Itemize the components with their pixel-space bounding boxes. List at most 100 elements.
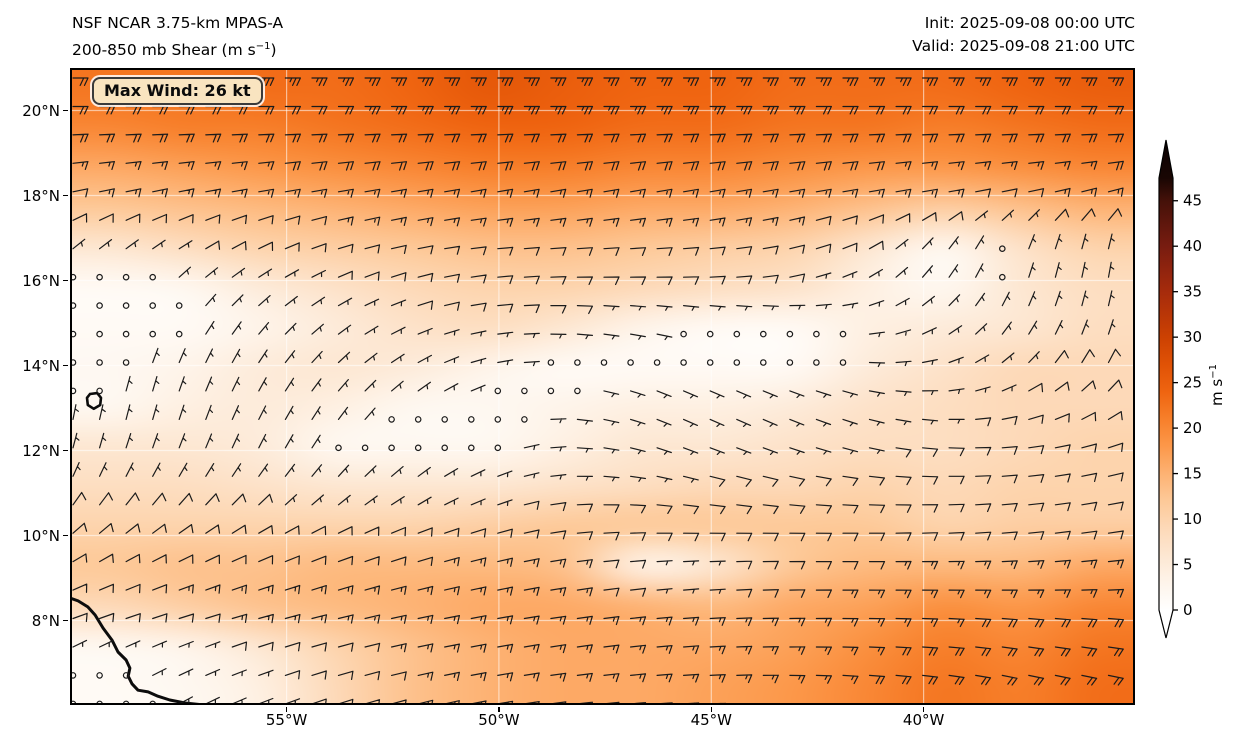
calm-circle [96, 330, 103, 338]
calm-circle [547, 387, 555, 395]
calm-circle [706, 330, 714, 338]
calm-circle [998, 245, 1006, 253]
lat-tick-label: 14°N [22, 356, 60, 375]
superscript: −1 [255, 41, 271, 52]
calm-circle [759, 330, 767, 338]
lat-tick-label: 8°N [31, 611, 60, 630]
calm-circle [627, 359, 634, 366]
plot-title-line1: NSF NCAR 3.75-km MPAS-A [72, 14, 284, 32]
calm-circle [388, 416, 395, 423]
colorbar-tick-label: 15 [1183, 465, 1202, 483]
calm-circle [361, 444, 369, 452]
calm-circle [547, 359, 555, 366]
lat-tick-mark [63, 279, 68, 282]
max-wind-badge: Max Wind: 26 kt [92, 77, 263, 105]
calm-circle [813, 330, 820, 338]
colorbar-tick-label: 35 [1183, 283, 1202, 301]
colorbar-tick-label: 5 [1183, 556, 1193, 574]
colorbar-tick-label: 30 [1183, 328, 1202, 346]
calm-circle [96, 700, 103, 705]
colorbar-tick-label: 10 [1183, 510, 1202, 528]
calm-circle [70, 359, 77, 366]
colorbar-tick-label: 45 [1183, 192, 1202, 210]
map-plot: Max Wind: 26 kt [70, 68, 1135, 705]
coastline-barbados [85, 391, 103, 411]
calm-circle [335, 444, 342, 452]
calm-circle [706, 359, 714, 366]
colorbar-unit-label: m s−1 [1208, 364, 1226, 406]
calm-circle [680, 330, 687, 338]
calm-circle [149, 302, 157, 309]
lat-tick-mark [63, 194, 68, 197]
calm-circle [786, 359, 794, 366]
lat-tick-mark [63, 449, 68, 452]
calm-circle [122, 302, 130, 309]
calm-circle [733, 359, 741, 366]
plot-title: NSF NCAR 3.75-km MPAS-A 200-850 mb Shear… [72, 12, 283, 62]
lat-tick-mark [63, 109, 68, 112]
colorbar-tick-label: 20 [1183, 419, 1202, 437]
calm-circle [998, 273, 1006, 281]
valid-time-label: Valid: 2025-09-08 21:00 UTC [912, 37, 1135, 55]
calm-circle [122, 273, 130, 281]
colorbar: 0 5 10 15 20 25 30 35 40 45 m s−1 [1158, 139, 1226, 639]
colorbar-tick-label: 25 [1183, 374, 1202, 392]
calm-circle [175, 302, 183, 309]
calm-circle [680, 359, 687, 366]
calm-circle [839, 359, 847, 366]
calm-circle [733, 330, 741, 338]
calm-circle [441, 444, 449, 452]
lat-tick-label: 16°N [22, 271, 60, 290]
calm-circle [759, 359, 767, 366]
calm-circle [70, 672, 77, 679]
calm-circle [467, 416, 475, 423]
wind-barbs [72, 77, 1135, 705]
calm-circle [175, 330, 183, 338]
calm-circle [839, 330, 847, 338]
lon-tick-label: 45°W [690, 711, 732, 729]
calm-circle [786, 330, 794, 338]
lon-tick-mark [498, 707, 500, 712]
lat-tick-mark [63, 534, 68, 537]
calm-circle [414, 444, 422, 452]
calm-circle [149, 273, 157, 281]
lat-tick-label: 20°N [22, 101, 60, 120]
colorbar-tick-label: 0 [1183, 601, 1193, 619]
lon-tick-mark [285, 707, 288, 712]
calm-circle [574, 359, 581, 366]
calm-circle [521, 387, 528, 395]
calm-circle [96, 273, 103, 281]
calm-circle [653, 359, 661, 366]
colorbar-bar [1158, 139, 1174, 639]
calm-circle [96, 359, 103, 366]
calm-circle [70, 302, 77, 309]
calm-circle [70, 330, 77, 338]
calm-circle [441, 416, 449, 423]
colorbar-tick-label: 40 [1183, 237, 1202, 255]
calm-circle [521, 416, 528, 423]
calm-circle [96, 672, 103, 679]
calm-circle [600, 359, 608, 366]
calm-circle [149, 700, 156, 705]
calm-circle [813, 359, 820, 366]
shear-shading-canvas [70, 68, 1135, 705]
wind-barbs-layer [70, 68, 1135, 705]
plot-title-line2: 200-850 mb Shear (m s−1) [72, 41, 277, 60]
calm-circle [574, 387, 581, 395]
calm-circle [494, 387, 502, 395]
calm-circle [494, 444, 502, 452]
coastline-south-america [70, 596, 228, 705]
calm-circle [494, 416, 502, 423]
init-time-label: Init: 2025-09-08 00:00 UTC [924, 14, 1135, 32]
lon-tick-label: 50°W [478, 711, 520, 729]
calm-circle [122, 359, 130, 366]
lat-tick-label: 10°N [22, 526, 60, 545]
lon-tick-mark [710, 707, 713, 712]
lat-tick-label: 18°N [22, 186, 60, 205]
calm-circle [122, 672, 130, 679]
calm-circle [70, 273, 77, 281]
calm-circle [70, 700, 77, 705]
calm-circle [122, 700, 130, 705]
calm-circle [149, 330, 157, 338]
